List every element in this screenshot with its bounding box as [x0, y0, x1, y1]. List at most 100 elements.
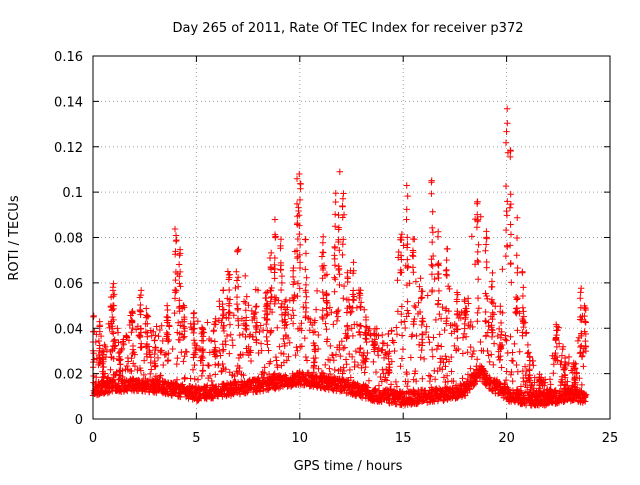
- data-point: [330, 321, 337, 328]
- data-point: [507, 191, 514, 198]
- data-point: [275, 385, 283, 392]
- data-point: [319, 370, 327, 377]
- data-point: [338, 338, 346, 345]
- data-point: [467, 365, 474, 372]
- data-point: [390, 339, 398, 346]
- y-tick-labels: 0 0.02 0.04 0.06 0.08 0.1 0.12 0.14 0.16: [54, 50, 83, 428]
- data-point: [574, 337, 582, 345]
- data-point: [503, 105, 511, 112]
- data-point: [418, 336, 426, 343]
- data-point: [397, 363, 404, 370]
- data-point: [206, 372, 214, 380]
- data-point: [348, 308, 355, 315]
- data-point: [271, 216, 279, 223]
- data-point: [190, 329, 197, 337]
- data-point: [311, 358, 318, 366]
- data-point: [302, 287, 309, 294]
- data-point: [573, 370, 581, 377]
- data-point: [356, 294, 363, 302]
- data-point: [261, 369, 268, 377]
- data-point: [528, 393, 536, 400]
- data-point: [93, 355, 101, 362]
- data-point: [319, 266, 327, 274]
- data-point: [497, 343, 504, 350]
- data-point: [435, 287, 443, 295]
- data-point: [401, 318, 408, 325]
- data-point: [315, 365, 322, 372]
- data-point: [146, 349, 154, 356]
- data-point: [331, 211, 339, 218]
- data-point: [497, 334, 505, 341]
- y-tick-label: 0.02: [54, 368, 83, 383]
- data-point: [509, 357, 517, 365]
- data-point: [474, 211, 481, 218]
- data-point: [519, 329, 526, 336]
- data-point: [293, 247, 301, 254]
- data-point: [140, 357, 148, 364]
- data-point: [526, 353, 533, 360]
- data-point: [290, 297, 297, 304]
- data-point: [453, 347, 460, 354]
- data-point: [384, 350, 392, 357]
- data-point: [274, 324, 281, 331]
- data-point: [198, 353, 206, 360]
- data-point: [331, 252, 338, 259]
- data-point: [303, 293, 310, 300]
- data-point: [116, 348, 124, 356]
- data-point: [415, 341, 423, 348]
- data-point: [296, 212, 303, 219]
- data-point: [144, 329, 151, 337]
- data-point: [503, 128, 510, 135]
- data-point: [123, 333, 130, 340]
- data-point: [571, 364, 578, 372]
- data-point: [294, 235, 302, 243]
- data-point: [448, 368, 455, 375]
- data-point: [90, 312, 97, 320]
- data-point: [99, 354, 106, 362]
- data-point: [439, 366, 446, 373]
- data-point: [434, 301, 442, 308]
- data-point: [474, 198, 481, 205]
- data-point: [234, 247, 241, 254]
- data-point: [350, 259, 357, 266]
- data-point: [319, 239, 327, 246]
- data-point: [520, 313, 527, 320]
- data-point: [264, 300, 271, 307]
- data-point: [438, 355, 446, 362]
- data-point: [229, 342, 237, 349]
- data-point: [462, 305, 469, 312]
- data-point: [364, 384, 372, 391]
- data-point: [110, 316, 117, 324]
- data-point: [404, 263, 412, 270]
- data-point: [152, 344, 159, 351]
- data-point: [191, 349, 199, 357]
- data-point: [296, 222, 303, 229]
- data-point: [164, 331, 171, 338]
- data-point: [268, 249, 275, 257]
- data-point: [137, 325, 145, 332]
- data-point: [335, 306, 342, 314]
- data-point: [147, 354, 155, 361]
- data-point: [271, 275, 278, 282]
- data-point: [143, 343, 150, 350]
- data-point: [561, 364, 569, 372]
- data-point: [431, 376, 439, 383]
- data-point: [553, 343, 561, 351]
- data-point: [322, 361, 329, 369]
- data-point: [207, 337, 215, 344]
- data-point: [572, 379, 579, 386]
- data-point: [311, 346, 318, 353]
- data-point: [350, 267, 357, 274]
- data-point: [428, 238, 436, 246]
- data-point: [150, 328, 157, 335]
- data-point: [108, 307, 116, 314]
- data-point: [264, 310, 271, 318]
- data-point: [524, 384, 531, 391]
- data-point: [453, 298, 461, 305]
- data-point: [296, 251, 303, 259]
- data-point: [331, 223, 339, 230]
- data-point: [164, 306, 171, 314]
- data-point: [136, 333, 144, 341]
- data-point: [172, 289, 179, 296]
